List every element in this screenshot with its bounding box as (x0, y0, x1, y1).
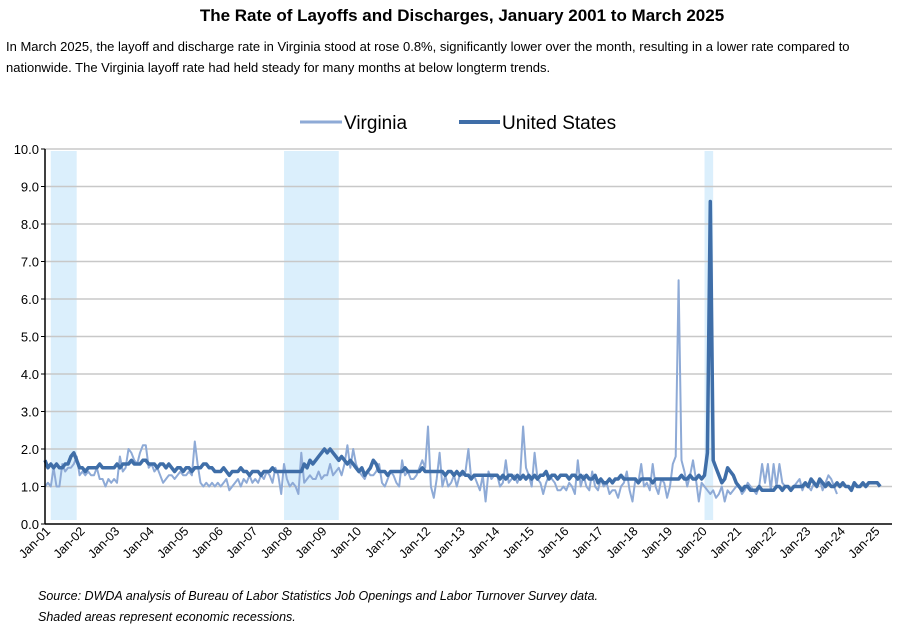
x-tick-label: Jan-10 (327, 524, 364, 561)
x-tick-label: Jan-12 (396, 524, 433, 561)
y-tick-label: 4.0 (21, 367, 39, 382)
x-tick-label: Jan-14 (465, 524, 502, 561)
chart-title: The Rate of Layoffs and Discharges, Janu… (199, 6, 725, 25)
x-tick-label: Jan-05 (154, 524, 191, 561)
legend-label-us: United States (502, 113, 616, 134)
x-tick-label: Jan-15 (500, 524, 537, 561)
x-tick-label: Jan-25 (846, 524, 883, 561)
x-tick-label: Jan-23 (777, 524, 814, 561)
series-line-united-states (43, 199, 882, 493)
y-tick-label: 2.0 (21, 442, 39, 457)
source-note: Source: DWDA analysis of Bureau of Labor… (38, 589, 599, 603)
y-tick-label: 3.0 (21, 405, 39, 420)
y-tick-label: 8.0 (21, 217, 39, 232)
recession-band (50, 151, 77, 520)
x-tick-label: Jan-09 (293, 524, 330, 561)
legend: Virginia United States (300, 113, 616, 134)
legend-label-virginia: Virginia (344, 113, 407, 134)
x-tick-label: Jan-08 (258, 524, 295, 561)
y-tick-label: 9.0 (21, 180, 39, 195)
x-tick-label: Jan-07 (224, 524, 261, 561)
series-line-virginia (44, 279, 838, 503)
x-tick-label: Jan-06 (189, 524, 226, 561)
y-tick-label: 6.0 (21, 292, 39, 307)
x-tick-label: Jan-17 (569, 524, 606, 561)
y-tick-label: 0.0 (21, 517, 39, 532)
y-tick-label: 7.0 (21, 255, 39, 270)
x-tick-label: Jan-04 (120, 524, 157, 561)
x-tick-label: Jan-20 (673, 524, 710, 561)
x-tick-label: Jan-22 (742, 524, 779, 561)
chart-source: Source: DWDA analysis of Bureau of Labor… (38, 586, 598, 628)
x-tick-label: Jan-03 (85, 524, 122, 561)
x-tick-label: Jan-24 (811, 524, 848, 561)
recession-note: Shaded areas represent economic recessio… (38, 610, 296, 624)
x-tick-label: Jan-18 (604, 524, 641, 561)
x-tick-label: Jan-02 (51, 524, 88, 561)
y-tick-label: 5.0 (21, 330, 39, 345)
recession-band (284, 151, 339, 520)
y-tick-label: 1.0 (21, 480, 39, 495)
x-tick-label: Jan-21 (707, 524, 744, 561)
chart-subtitle: In March 2025, the layoff and discharge … (6, 39, 850, 75)
x-tick-label: Jan-13 (431, 524, 468, 561)
x-tick-label: Jan-16 (535, 524, 572, 561)
y-tick-label: 10.0 (14, 142, 39, 157)
x-tick-label: Jan-19 (638, 524, 675, 561)
x-tick-label: Jan-11 (362, 524, 398, 560)
